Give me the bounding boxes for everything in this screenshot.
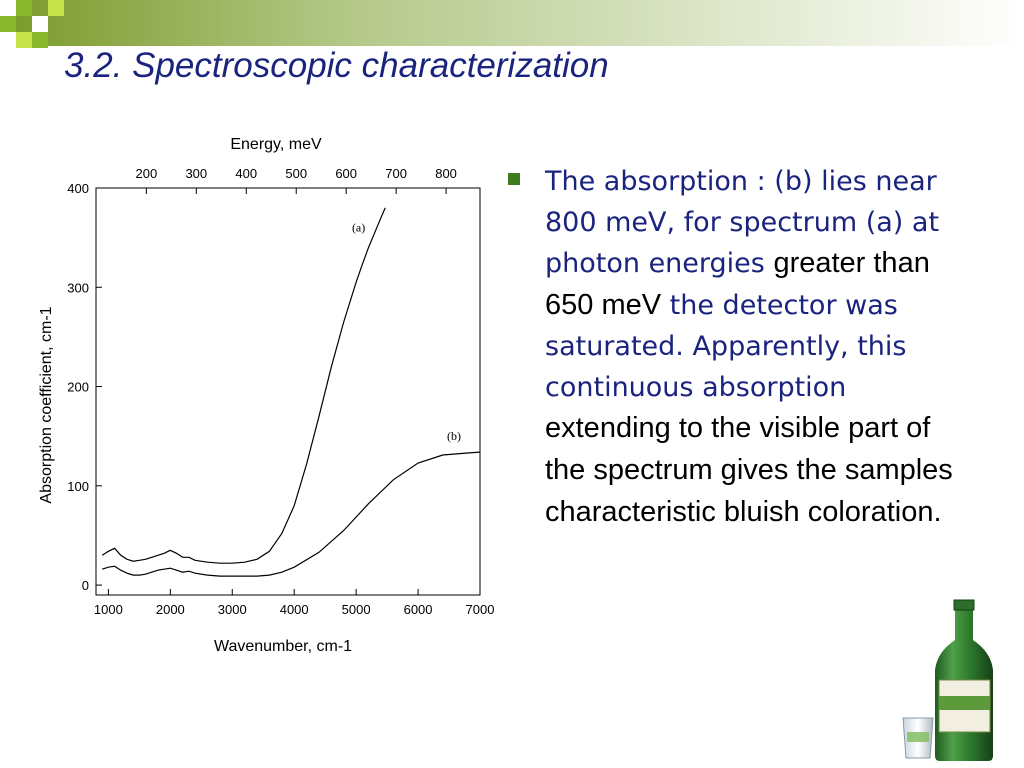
absorption-chart: 1000 2000 3000 4000 5000 6000 7000 0 100 200 300 40…: [38, 136, 494, 655]
x-tick-label: 7000: [466, 602, 495, 617]
x-tick-label: 6000: [404, 602, 433, 617]
top-tick-label: 400: [235, 166, 257, 181]
bottle-cap: [953, 599, 975, 611]
deco-square: [0, 16, 16, 32]
y-tick-label: 200: [67, 380, 89, 395]
top-tick-label: 200: [136, 166, 158, 181]
y-tick-label: 400: [67, 181, 89, 196]
series-a-group: [101, 207, 386, 564]
tick-group: 1000 2000 3000 4000 5000 6000 7000 0 100 200 300 40…: [67, 166, 494, 617]
deco-square: [16, 0, 32, 16]
square-bullet-icon: [508, 173, 520, 185]
x-axis-label: Wavenumber, cm-1: [214, 638, 352, 655]
top-tick-label: 500: [285, 166, 307, 181]
top-tick-label: 800: [435, 166, 457, 181]
deco-square: [32, 16, 48, 32]
x-tick-label: 5000: [342, 602, 371, 617]
bullet-text-part: The absorption : (b) lies near 800 meV, …: [545, 166, 940, 280]
y-axis-label: Absorption coefficient, cm-1: [38, 306, 55, 503]
deco-square: [16, 32, 32, 48]
soju-bottle-image: [902, 599, 993, 761]
top-tick-label: 300: [185, 166, 207, 181]
deco-square: [0, 0, 16, 16]
x-tick-label: 1000: [94, 602, 123, 617]
header-green-bar: [0, 0, 1024, 46]
series-line-a: [101, 207, 386, 564]
series-b-label: (b): [447, 429, 461, 443]
deco-square: [48, 0, 64, 16]
bullet-item: The absorption : (b) lies near 800 meV, …: [508, 162, 968, 533]
top-tick-label: 700: [385, 166, 407, 181]
bottle-label-band: [939, 696, 990, 710]
header-decoration: [0, 0, 1024, 48]
deco-square: [32, 32, 48, 48]
y-tick-label: 0: [82, 578, 89, 593]
series-a-label: (a): [352, 221, 365, 235]
y-tick-label: 300: [67, 280, 89, 295]
bullet-emphasis: greater than 650 meV: [545, 247, 930, 322]
bullet-text-part: the detector was saturated. Apparently, …: [545, 290, 907, 403]
slide-title: 3.2. Spectroscopic characterization: [64, 46, 609, 85]
x-tick-label: 2000: [156, 602, 185, 617]
deco-square: [0, 32, 16, 46]
x-tick-label: 4000: [280, 602, 309, 617]
top-tick-label: 600: [335, 166, 357, 181]
shot-glass-label: [907, 732, 929, 742]
bullet-text: The absorption : (b) lies near 800 meV, …: [545, 162, 965, 533]
plot-frame: [95, 187, 481, 596]
series-line-b: [102, 451, 481, 577]
series-b-group: [102, 451, 481, 577]
top-axis-label: Energy, meV: [230, 136, 322, 153]
y-tick-label: 100: [67, 479, 89, 494]
bullet-emphasis: extending to the visible part of the spe…: [545, 412, 953, 528]
x-tick-label: 3000: [218, 602, 247, 617]
